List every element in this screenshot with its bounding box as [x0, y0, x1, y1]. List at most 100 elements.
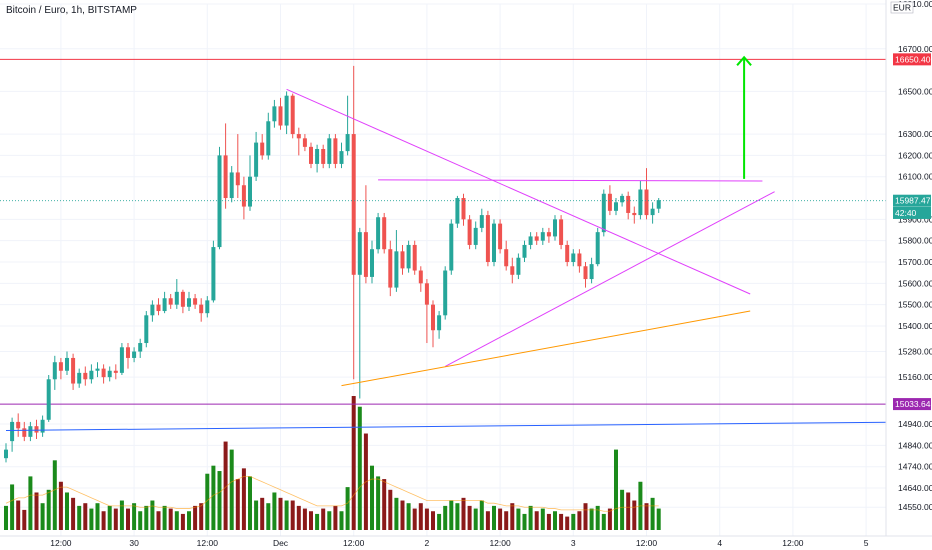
time-tick-label: 2: [425, 538, 430, 548]
candle-body: [162, 298, 167, 312]
time-axis[interactable]: [0, 536, 886, 550]
candle-body: [601, 193, 606, 233]
currency-box[interactable]: [890, 1, 914, 14]
price-tick-label: 15700.00: [898, 257, 932, 267]
candle-body: [607, 193, 612, 211]
candle-body: [284, 95, 289, 126]
candle-body: [485, 215, 490, 262]
volume-bar: [223, 441, 228, 530]
price-tick-label: 15800.00: [898, 236, 932, 246]
drawings[interactable]: [5, 55, 922, 431]
volume-bar: [327, 511, 332, 530]
candle-body: [546, 232, 551, 237]
candle-body: [132, 351, 137, 358]
volume-bar: [101, 511, 106, 530]
candle-body: [370, 249, 374, 277]
volume-bar: [34, 492, 39, 530]
volume-bar: [626, 492, 631, 530]
volume-bar: [144, 505, 149, 530]
candle-body: [290, 95, 295, 135]
volume-bar: [241, 468, 246, 530]
candle-body: [455, 198, 460, 224]
time-tick-label: 5: [864, 538, 869, 548]
volume-bar: [10, 484, 15, 530]
candle-body: [296, 134, 301, 139]
volume-bar: [510, 503, 515, 530]
volume-bar: [4, 505, 8, 530]
volume-bar: [205, 473, 210, 530]
price-tag-label: 15033.64: [895, 399, 931, 409]
candle-body: [107, 370, 112, 378]
candle-body: [406, 244, 411, 269]
volume-bar: [272, 492, 277, 530]
price-tick-label: 14940.00: [898, 419, 932, 429]
volume-bar: [437, 513, 442, 530]
volume-bar: [406, 503, 411, 530]
volume-bar: [315, 513, 320, 530]
candle-body: [4, 449, 8, 459]
candle-body: [315, 148, 320, 164]
volume-bar: [309, 511, 313, 530]
price-tick-label: 16200.00: [898, 150, 932, 160]
volume-bar: [77, 505, 82, 530]
volume-bar: [498, 508, 503, 530]
candle-body: [620, 195, 625, 203]
price-tick-label: 16500.00: [898, 86, 932, 96]
candle-body: [492, 223, 496, 262]
volume-bar: [370, 465, 374, 530]
volume-bar: [211, 465, 216, 530]
descending-trendline: [286, 88, 751, 295]
price-tag: [893, 194, 931, 207]
candle-body: [52, 362, 57, 380]
candle-body: [22, 428, 27, 437]
candle-body: [522, 244, 527, 258]
candle-body: [412, 244, 417, 271]
time-tick-label: 12:00: [489, 538, 511, 548]
currency-label: EUR: [893, 3, 911, 13]
price-axis-ticks: 16910.00 16700.00 16500.00 16300.00 16200.00…: [898, 0, 932, 512]
candle-body: [260, 142, 265, 156]
candle-body: [101, 368, 106, 378]
candle-body: [595, 232, 600, 265]
candle-body: [437, 315, 442, 331]
candle-body: [400, 251, 405, 269]
candle-body: [394, 251, 399, 288]
candle-body: [95, 368, 100, 371]
candle-body: [345, 134, 350, 152]
candle-body: [553, 219, 557, 237]
time-tick-label: 3: [571, 538, 576, 548]
volume-bar: [656, 508, 661, 530]
candle-body: [351, 134, 356, 275]
volume-bar: [400, 500, 405, 530]
volume-bar: [351, 396, 356, 530]
volume-bar: [424, 508, 429, 530]
candle-body: [638, 189, 643, 216]
candle-body: [77, 372, 82, 384]
price-tick-label: 14550.00: [898, 502, 932, 512]
candle-body: [180, 291, 185, 307]
price-axis[interactable]: [886, 0, 932, 536]
volume-bar: [339, 511, 344, 530]
candle-body: [473, 227, 478, 245]
candle-body: [614, 202, 618, 211]
candle-body: [34, 426, 39, 433]
candle-body: [211, 247, 216, 301]
candle-body: [540, 232, 545, 241]
price-tag: [893, 53, 931, 66]
volume-bar: [290, 500, 295, 530]
candle-body: [376, 217, 381, 250]
volume-bar: [394, 497, 399, 530]
candle-body: [248, 176, 252, 207]
volume-bar: [187, 511, 191, 530]
volume-bar: [296, 505, 301, 530]
volume-bar: [278, 497, 283, 530]
volume-bar: [65, 492, 69, 530]
candle-body: [126, 347, 130, 358]
candle-body: [174, 291, 179, 305]
candle-body: [504, 249, 509, 267]
volume-bar: [333, 505, 338, 530]
volume-bar: [522, 513, 527, 530]
candle-body: [333, 138, 338, 164]
chart-title: Bitcoin / Euro, 1h, BITSTAMP: [6, 5, 137, 16]
